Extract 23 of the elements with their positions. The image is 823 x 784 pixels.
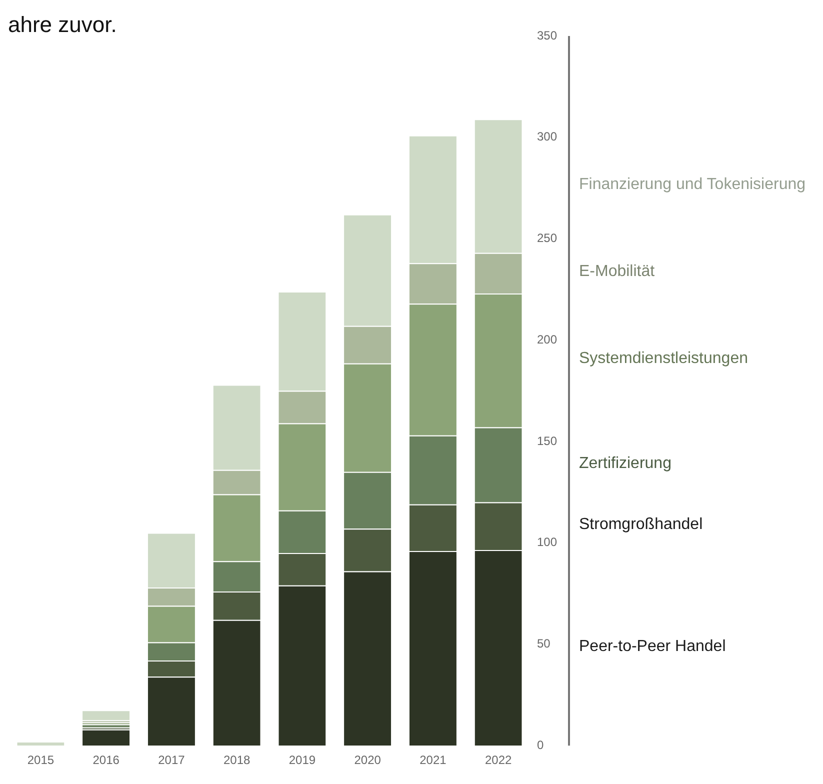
x-tick-label: 2016: [92, 753, 120, 768]
y-tick-label: 350: [537, 28, 558, 42]
y-tick-label: 100: [537, 535, 558, 550]
y-tick-label: 50: [537, 636, 551, 651]
x-tick-label: 2021: [420, 753, 447, 768]
x-tick-label: 2015: [27, 753, 54, 768]
text: Peer-to-Peer Handel: [579, 638, 726, 656]
x-tick-label: 2018: [223, 753, 250, 768]
y-tick-label: 300: [537, 130, 558, 144]
text: Stromgroßhandel: [579, 516, 703, 534]
x-tick-label: 2017: [158, 753, 186, 768]
text: Zertifizierung: [579, 454, 672, 473]
y-tick-label: 150: [537, 434, 558, 448]
x-tick-label: 2019: [288, 753, 316, 768]
y-tick-label: 0: [537, 738, 544, 752]
text: Systemdienstleistungen: [579, 350, 748, 368]
y-tick-label: 200: [537, 332, 558, 346]
x-tick-label: 2022: [484, 753, 512, 768]
x-tick-label: 2020: [354, 753, 382, 768]
text: E-Mobilität: [579, 263, 655, 282]
text: Finanzierung und Tokenisierung: [579, 176, 806, 194]
y-tick-label: 250: [537, 231, 558, 246]
chart-subtitle: ahre zuvor.: [8, 12, 117, 38]
